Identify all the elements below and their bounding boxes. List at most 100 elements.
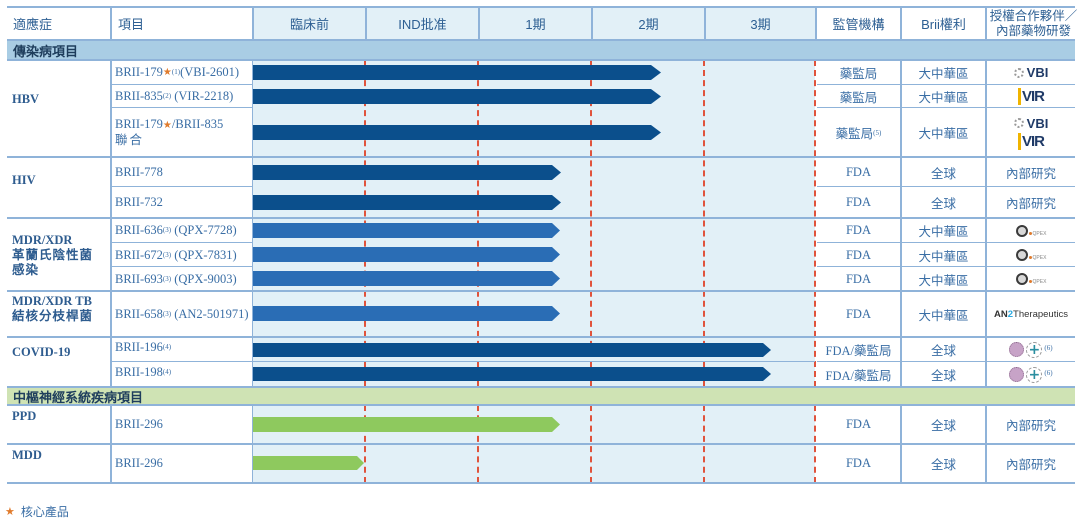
header-rights: Brii權利	[902, 7, 985, 40]
grid-row	[817, 107, 1075, 108]
regulator-cell: 藥監局	[839, 91, 878, 105]
vir-logo-icon: VIR	[1017, 88, 1045, 105]
partner-logo-qpex: QPEX	[987, 267, 1075, 291]
qpex-logo-icon	[1015, 273, 1028, 285]
vir-logo-icon: VIR	[1017, 132, 1045, 150]
rights-cell: 全球	[930, 344, 956, 358]
grid-group	[7, 290, 1075, 292]
progress-bar-brii-835	[253, 89, 661, 104]
header-phase-ind: IND批准	[398, 17, 447, 32]
grid-col	[478, 7, 480, 40]
indication-hiv: HIV	[12, 173, 36, 187]
phase-divider-4a	[703, 60, 705, 387]
grid-col	[815, 7, 817, 40]
grid-col	[704, 7, 706, 40]
grid-col	[252, 405, 253, 483]
header-partner-line2: 內部藥物研發	[995, 23, 1071, 38]
grid-row	[112, 107, 252, 108]
progress-bar-brii-198	[253, 367, 771, 381]
grid-section2-top	[7, 386, 1075, 388]
progress-bar-brii-296-ppd	[253, 417, 560, 432]
grid-group	[7, 156, 1075, 158]
grid-row	[112, 361, 815, 362]
progress-bar-brii-672	[253, 247, 560, 262]
partner-cell: 內部研究	[1005, 197, 1056, 211]
indication-mdr-line1: MDR/XDR	[12, 233, 73, 247]
vbi-logo-icon	[1013, 118, 1024, 128]
partner-cell: 內部研究	[1005, 458, 1056, 472]
header-indication: 適應症	[7, 7, 110, 40]
rights-cell: 大中華區	[918, 249, 969, 264]
qpex-logo-icon	[1015, 249, 1028, 261]
project-brii-835: BRII-835 (2) (VIR-2218)	[115, 89, 234, 103]
regulator-cell: FDA	[845, 306, 871, 321]
grid-col	[985, 60, 987, 387]
regulator-cell: 藥監局	[839, 67, 878, 81]
medical-cross-logo-icon: +	[1026, 366, 1043, 383]
progress-bar-brii-179	[253, 65, 661, 80]
partner-logo-an2: AN2Therapeutics	[987, 291, 1075, 337]
regulator-cell: FDA	[845, 456, 871, 470]
core-product-star-icon: ★	[162, 67, 172, 78]
grid-col	[985, 7, 987, 40]
header-phase-2: 2期	[638, 17, 659, 32]
project-brii-693: BRII-693 (3) (QPX-9003)	[115, 271, 237, 286]
project-brii-198: BRII-198 (4)	[115, 365, 172, 379]
partner-logo-vir: VIR	[987, 85, 1075, 108]
grid-row	[112, 266, 252, 267]
grid-group	[7, 443, 1075, 445]
regulator-cell: FDA	[845, 195, 871, 209]
header-phase-3: 3期	[750, 17, 771, 32]
regulator-cell: FDA	[845, 164, 871, 179]
section-infectious-disease: 傳染病項目	[7, 40, 1075, 60]
indication-mdr: MDR/XDR 革蘭氏陰性菌 感染	[7, 233, 110, 278]
header-project: 項目	[112, 7, 252, 40]
project-brii-296-ppd: BRII-296	[115, 417, 163, 431]
grid-group	[7, 217, 1075, 219]
core-product-star-icon: ★	[5, 506, 15, 518]
grid-row	[112, 242, 252, 243]
footnote-text: 核心產品	[20, 505, 69, 519]
vbi-logo-icon	[1013, 67, 1024, 78]
an2-logo-icon: AN2Therapeutics	[994, 308, 1068, 320]
indication-ppd: PPD	[12, 409, 37, 423]
section-cns-disease: 中樞神經系統疾病項目	[7, 387, 1075, 405]
indication-tb-line2: 結核分枝桿菌	[12, 309, 94, 323]
partner-logo-covid: + (6)	[987, 337, 1075, 362]
phase-divider-3a	[590, 60, 592, 387]
indication-tb-line1: MDR/XDR TB	[12, 294, 92, 308]
project-brii-658: BRII-658 (3) (AN2-501971)	[115, 306, 249, 321]
header-regulator: 監管機構	[817, 7, 900, 40]
header-partner-line1: 授權合作夥伴／	[989, 8, 1078, 23]
regulator-cell: FDA	[845, 417, 871, 431]
project-brii-732: BRII-732	[115, 195, 163, 209]
project-brii-296-mdd: BRII-296	[115, 456, 163, 470]
grid-section2-bottom	[7, 404, 1075, 406]
indication-mdr-line2: 革蘭氏陰性菌	[12, 248, 94, 262]
regulator-cell: FDA/藥監局	[825, 369, 892, 383]
footnote-legend: ★ 核心產品	[5, 503, 69, 520]
project-brii-179-835-combo: BRII-179★/BRII-835 聯合	[115, 117, 224, 147]
rights-cell: 全球	[930, 166, 956, 181]
grid-row	[112, 186, 252, 187]
regulator-cell: FDA	[845, 223, 871, 237]
header-phase-preclinical: 臨床前	[289, 17, 329, 32]
rights-cell: 大中華區	[918, 67, 969, 81]
grid-row	[817, 361, 1075, 362]
virus-logo-icon	[1009, 367, 1025, 382]
progress-bar-brii-636	[253, 223, 560, 238]
partner-logo-vbi-vir: VBI VIR	[987, 108, 1075, 157]
progress-bar-brii-196	[253, 343, 771, 357]
project-brii-636: BRII-636 (3) (QPX-7728)	[115, 223, 237, 237]
project-brii-179: BRII-179 ★ (1) (VBI-2601)	[115, 65, 240, 79]
grid-row	[112, 84, 252, 85]
grid-col	[110, 405, 112, 483]
grid-row	[817, 242, 1075, 243]
progress-bar-brii-778	[253, 165, 561, 180]
project-brii-196: BRII-196 (4)	[115, 340, 172, 354]
progress-bar-brii-296-mdd	[253, 456, 364, 470]
grid-col	[900, 405, 902, 483]
medical-cross-logo-icon: +	[1026, 341, 1043, 358]
rights-cell: 全球	[930, 369, 956, 383]
grid-row	[817, 266, 1075, 267]
